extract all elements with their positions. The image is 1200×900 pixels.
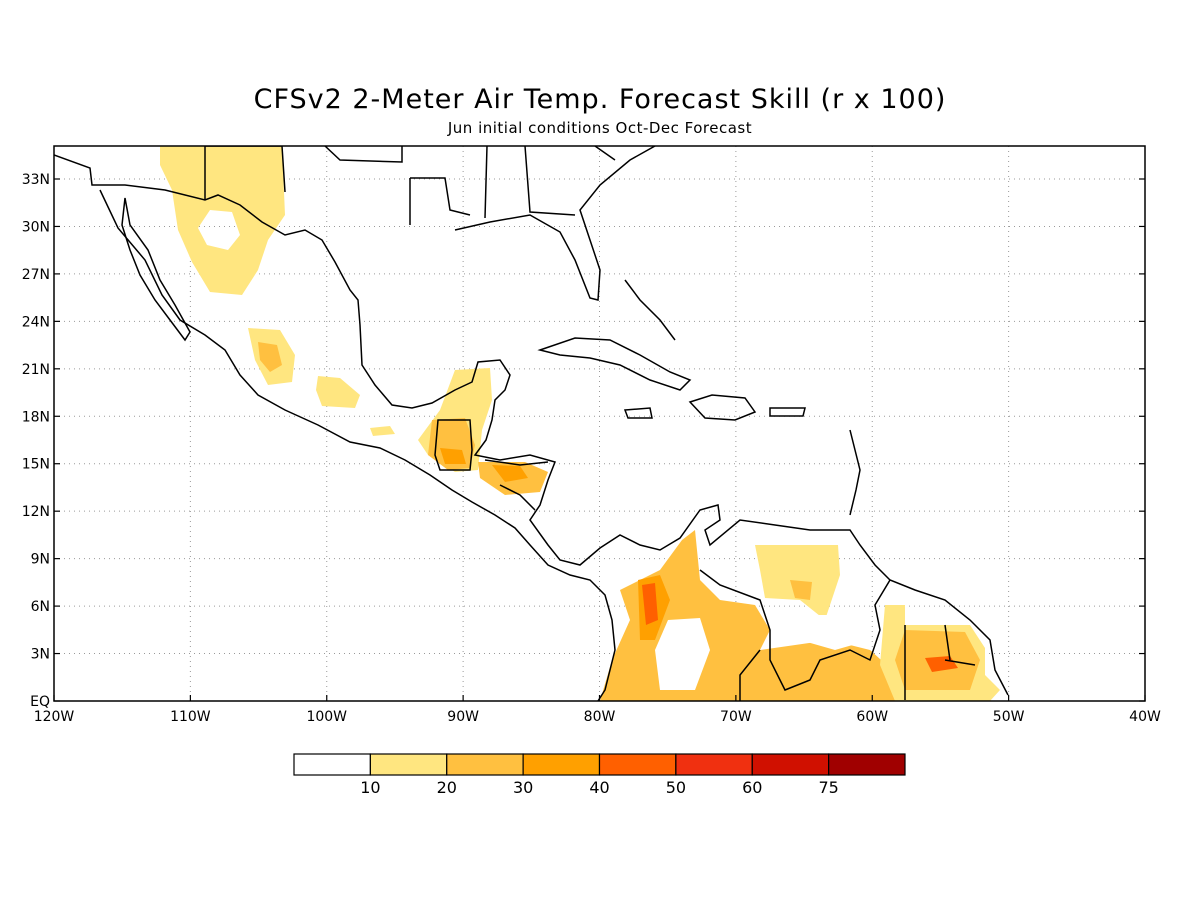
- skill-hole-colombia: [655, 618, 710, 690]
- colorbar-label: 10: [360, 778, 380, 797]
- lat-tick-label: 12N: [22, 504, 50, 520]
- lon-tick-label: 80W: [584, 709, 616, 725]
- skill-region-guatemala-core: [440, 448, 466, 464]
- colorbar-swatch: [293, 753, 371, 776]
- lat-tick-label: 21N: [22, 362, 50, 378]
- colorbar-label: 40: [589, 778, 609, 797]
- colorbar-swatch: [828, 753, 906, 776]
- coastlines: [54, 146, 1009, 701]
- lat-tick-label: 24N: [22, 314, 50, 330]
- map-frame: [53, 145, 1146, 702]
- lat-tick-label: 15N: [22, 457, 50, 473]
- lat-tick-label: 18N: [22, 409, 50, 425]
- lat-tick-label: 30N: [22, 219, 50, 235]
- axes: 120W 110W 100W 90W 80W 70W 60W 50W 40W EQ 3N 6N 9N 12…: [22, 172, 1161, 725]
- skill-region-south-mexico: [370, 426, 395, 436]
- lon-tick-label: 40W: [1129, 709, 1161, 725]
- colorbar-label: 20: [437, 778, 457, 797]
- lon-tick-label: 60W: [856, 709, 888, 725]
- colorbar-swatch: [675, 753, 753, 776]
- lon-tick-label: 70W: [720, 709, 752, 725]
- colorbar: 10 20 30 40 50 60 75: [293, 753, 906, 797]
- lon-tick-label: 90W: [447, 709, 479, 725]
- skill-region-colombia-strip: [642, 583, 658, 625]
- skill-region-central-mexico: [316, 376, 360, 408]
- lon-tick-label: 120W: [34, 709, 75, 725]
- skill-region-colombia: [600, 530, 790, 701]
- lat-tick-label: EQ: [30, 694, 50, 710]
- colorbar-label: 50: [666, 778, 686, 797]
- lat-tick-label: 33N: [22, 172, 50, 188]
- lat-tick-label: 6N: [31, 599, 50, 615]
- colorbar-label: 30: [513, 778, 533, 797]
- graticule: [54, 146, 1145, 701]
- colorbar-swatch: [369, 753, 448, 776]
- colorbar-swatch: [598, 753, 677, 776]
- colorbar-swatch: [751, 753, 830, 776]
- colorbar-label: 60: [742, 778, 762, 797]
- colorbar-swatch: [522, 753, 601, 776]
- lon-tick-label: 50W: [993, 709, 1025, 725]
- skill-region-honduras-core: [492, 465, 528, 482]
- skill-region-west-mexico-2: [258, 342, 282, 372]
- colorbar-label: 75: [818, 778, 838, 797]
- skill-hole-venezuela: [775, 615, 870, 650]
- lat-tick-label: 3N: [31, 647, 50, 663]
- lat-tick-label: 27N: [22, 267, 50, 283]
- skill-region-venezuela-inner: [790, 580, 812, 600]
- lat-tick-label: 9N: [31, 552, 50, 568]
- skill-region-nw-mexico: [160, 146, 285, 295]
- colorbar-swatch: [446, 753, 524, 776]
- map-title: CFSv2 2-Meter Air Temp. Forecast Skill (…: [253, 84, 947, 115]
- skill-shading: [160, 146, 1000, 701]
- lon-tick-label: 110W: [170, 709, 211, 725]
- map-subtitle: Jun initial conditions Oct-Dec Forecast: [447, 119, 753, 137]
- lon-tick-label: 100W: [306, 709, 347, 725]
